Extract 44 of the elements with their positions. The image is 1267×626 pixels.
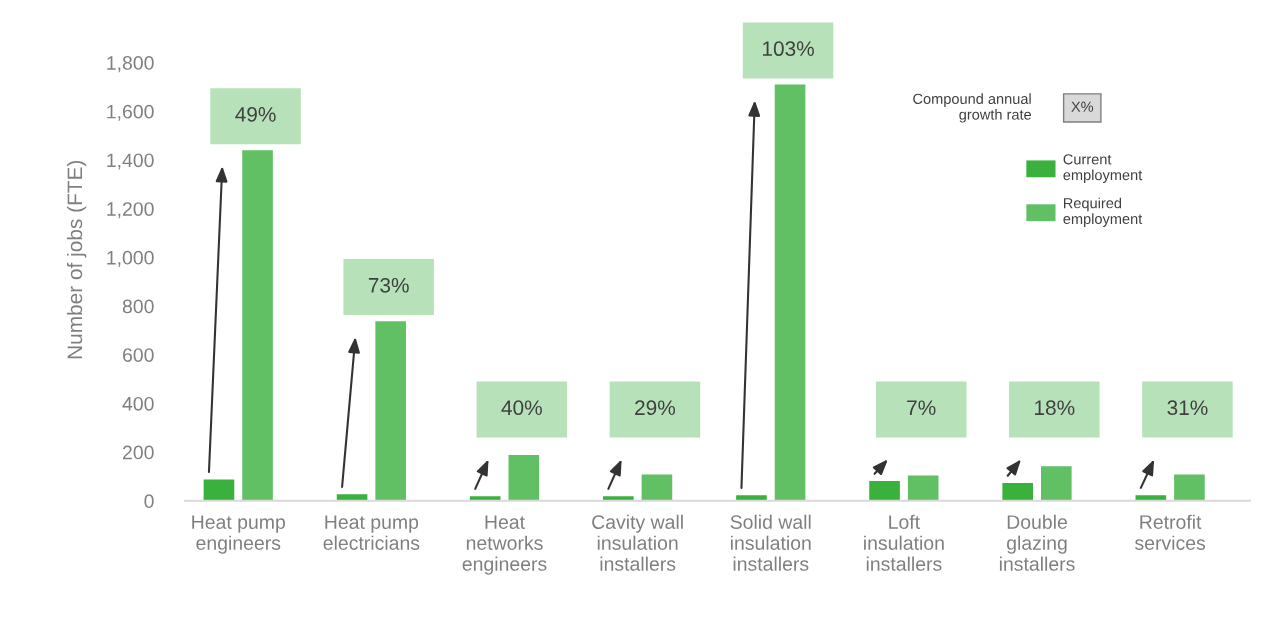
y-tick-label: 1,400: [107, 153, 154, 170]
bar: [242, 150, 273, 501]
bar: [508, 455, 540, 501]
legend-label: Required employment: [1063, 197, 1143, 227]
annotation: 40%: [501, 400, 542, 416]
x-tick-label: Retrofit services: [1135, 514, 1206, 550]
x-tick-label: Heat networks engineers: [462, 515, 547, 575]
bar: [375, 321, 406, 501]
annotation: 103%: [763, 41, 814, 57]
y-tick-label: 1,200: [107, 202, 154, 219]
annotation: 29%: [635, 400, 676, 416]
y-tick-label: 400: [122, 396, 154, 411]
annotation: Compound annual growth rate: [913, 93, 1032, 123]
bar: [736, 495, 767, 501]
x-tick-label: Cavity wall insulation installers: [592, 514, 683, 571]
annotation: 31%: [1167, 400, 1208, 416]
y-tick-label: 600: [122, 348, 154, 362]
x-tick-label: Heat pump engineers: [192, 515, 285, 554]
bar: [907, 475, 939, 501]
annotation: 73%: [368, 277, 409, 293]
y-tick-label: 1,000: [107, 250, 154, 267]
bar: [1174, 474, 1205, 501]
bar: [869, 481, 900, 501]
bar: [203, 479, 235, 501]
x-tick-label: Solid wall insulation installers: [730, 514, 811, 571]
bar: [641, 474, 673, 501]
bar: [1040, 466, 1072, 501]
y-tick-label: 1,600: [107, 104, 154, 121]
bar: [336, 494, 368, 501]
annotation: 18%: [1035, 400, 1075, 416]
x-tick-label: Heat pump electricians: [323, 515, 420, 550]
y-tick-label: 1,800: [107, 56, 154, 73]
y-axis-title: Number of jobs (FTE): [66, 160, 87, 359]
legend-label: Current employment: [1063, 154, 1143, 184]
x-tick-label: Loft insulation installers: [864, 514, 944, 571]
annotation: 49%: [235, 107, 276, 122]
bar: [774, 84, 806, 501]
y-tick-label: 0: [144, 494, 154, 509]
y-tick-label: 200: [122, 445, 154, 460]
y-tick-label: 800: [122, 299, 154, 314]
x-tick-label: Double glazing installers: [999, 514, 1075, 571]
annotation: X%: [1071, 101, 1094, 112]
bar: [1002, 483, 1034, 501]
annotation: 7%: [907, 400, 936, 416]
